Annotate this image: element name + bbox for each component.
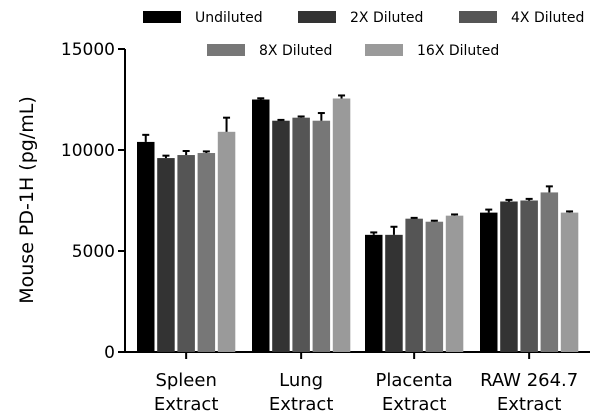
- legend-label: 4X Diluted: [511, 10, 584, 26]
- x-tick-label: Spleen Extract: [154, 370, 218, 415]
- x-tick-label-line: Spleen: [155, 370, 216, 391]
- bar: [365, 234, 383, 352]
- bar: [560, 212, 579, 352]
- legend-label: 8X Diluted: [259, 43, 332, 59]
- bar: [540, 192, 559, 352]
- x-tick-label-line: Extract: [269, 394, 333, 415]
- x-tick-label-line: Placenta: [375, 370, 452, 391]
- bar: [137, 141, 155, 352]
- x-tick-label-line: Extract: [497, 394, 561, 415]
- legend-label: 2X Diluted: [350, 10, 423, 26]
- bar: [445, 215, 464, 352]
- bar: [157, 158, 175, 352]
- legend-swatch: [143, 11, 181, 23]
- x-tick-label: Placenta Extract: [375, 370, 452, 415]
- legend-label: 16X Diluted: [417, 43, 499, 59]
- legend: Undiluted 2X Diluted 4X Diluted 8X Diluted 1…: [143, 10, 584, 59]
- x-tick-label: Lung Extract: [269, 370, 333, 415]
- bar: [480, 212, 498, 352]
- y-axis: 0 5000 10000 15000: [61, 40, 126, 363]
- bar: [272, 120, 290, 353]
- legend-swatch: [298, 11, 336, 23]
- bar: [217, 131, 236, 352]
- bar: [252, 99, 270, 352]
- bar: [425, 221, 444, 352]
- x-tick-label: RAW 264.7 Extract: [480, 370, 578, 415]
- bar: [500, 201, 518, 352]
- y-tick-label: 10000: [61, 141, 115, 161]
- x-tick-label-line: Extract: [382, 394, 446, 415]
- bar: [385, 234, 403, 352]
- legend-swatch: [365, 44, 403, 56]
- legend-swatch: [459, 11, 497, 23]
- bar: [520, 200, 538, 352]
- bar: [405, 218, 423, 352]
- bar: [197, 153, 216, 352]
- bars: [137, 94, 579, 353]
- x-tick-label-line: RAW 264.7: [480, 370, 578, 391]
- y-tick-label: 5000: [72, 242, 115, 262]
- y-tick-label: 0: [104, 343, 115, 363]
- x-tick-label-line: Lung: [279, 370, 323, 391]
- bar: [332, 98, 351, 353]
- y-axis-title: Mouse PD-1H (pg/mL): [16, 96, 38, 304]
- legend-swatch: [207, 44, 245, 56]
- bar: [312, 120, 331, 353]
- bar: [292, 117, 310, 353]
- bar: [177, 155, 195, 352]
- legend-label: Undiluted: [195, 10, 263, 26]
- x-tick-label-line: Extract: [154, 394, 218, 415]
- y-tick-label: 15000: [61, 40, 115, 60]
